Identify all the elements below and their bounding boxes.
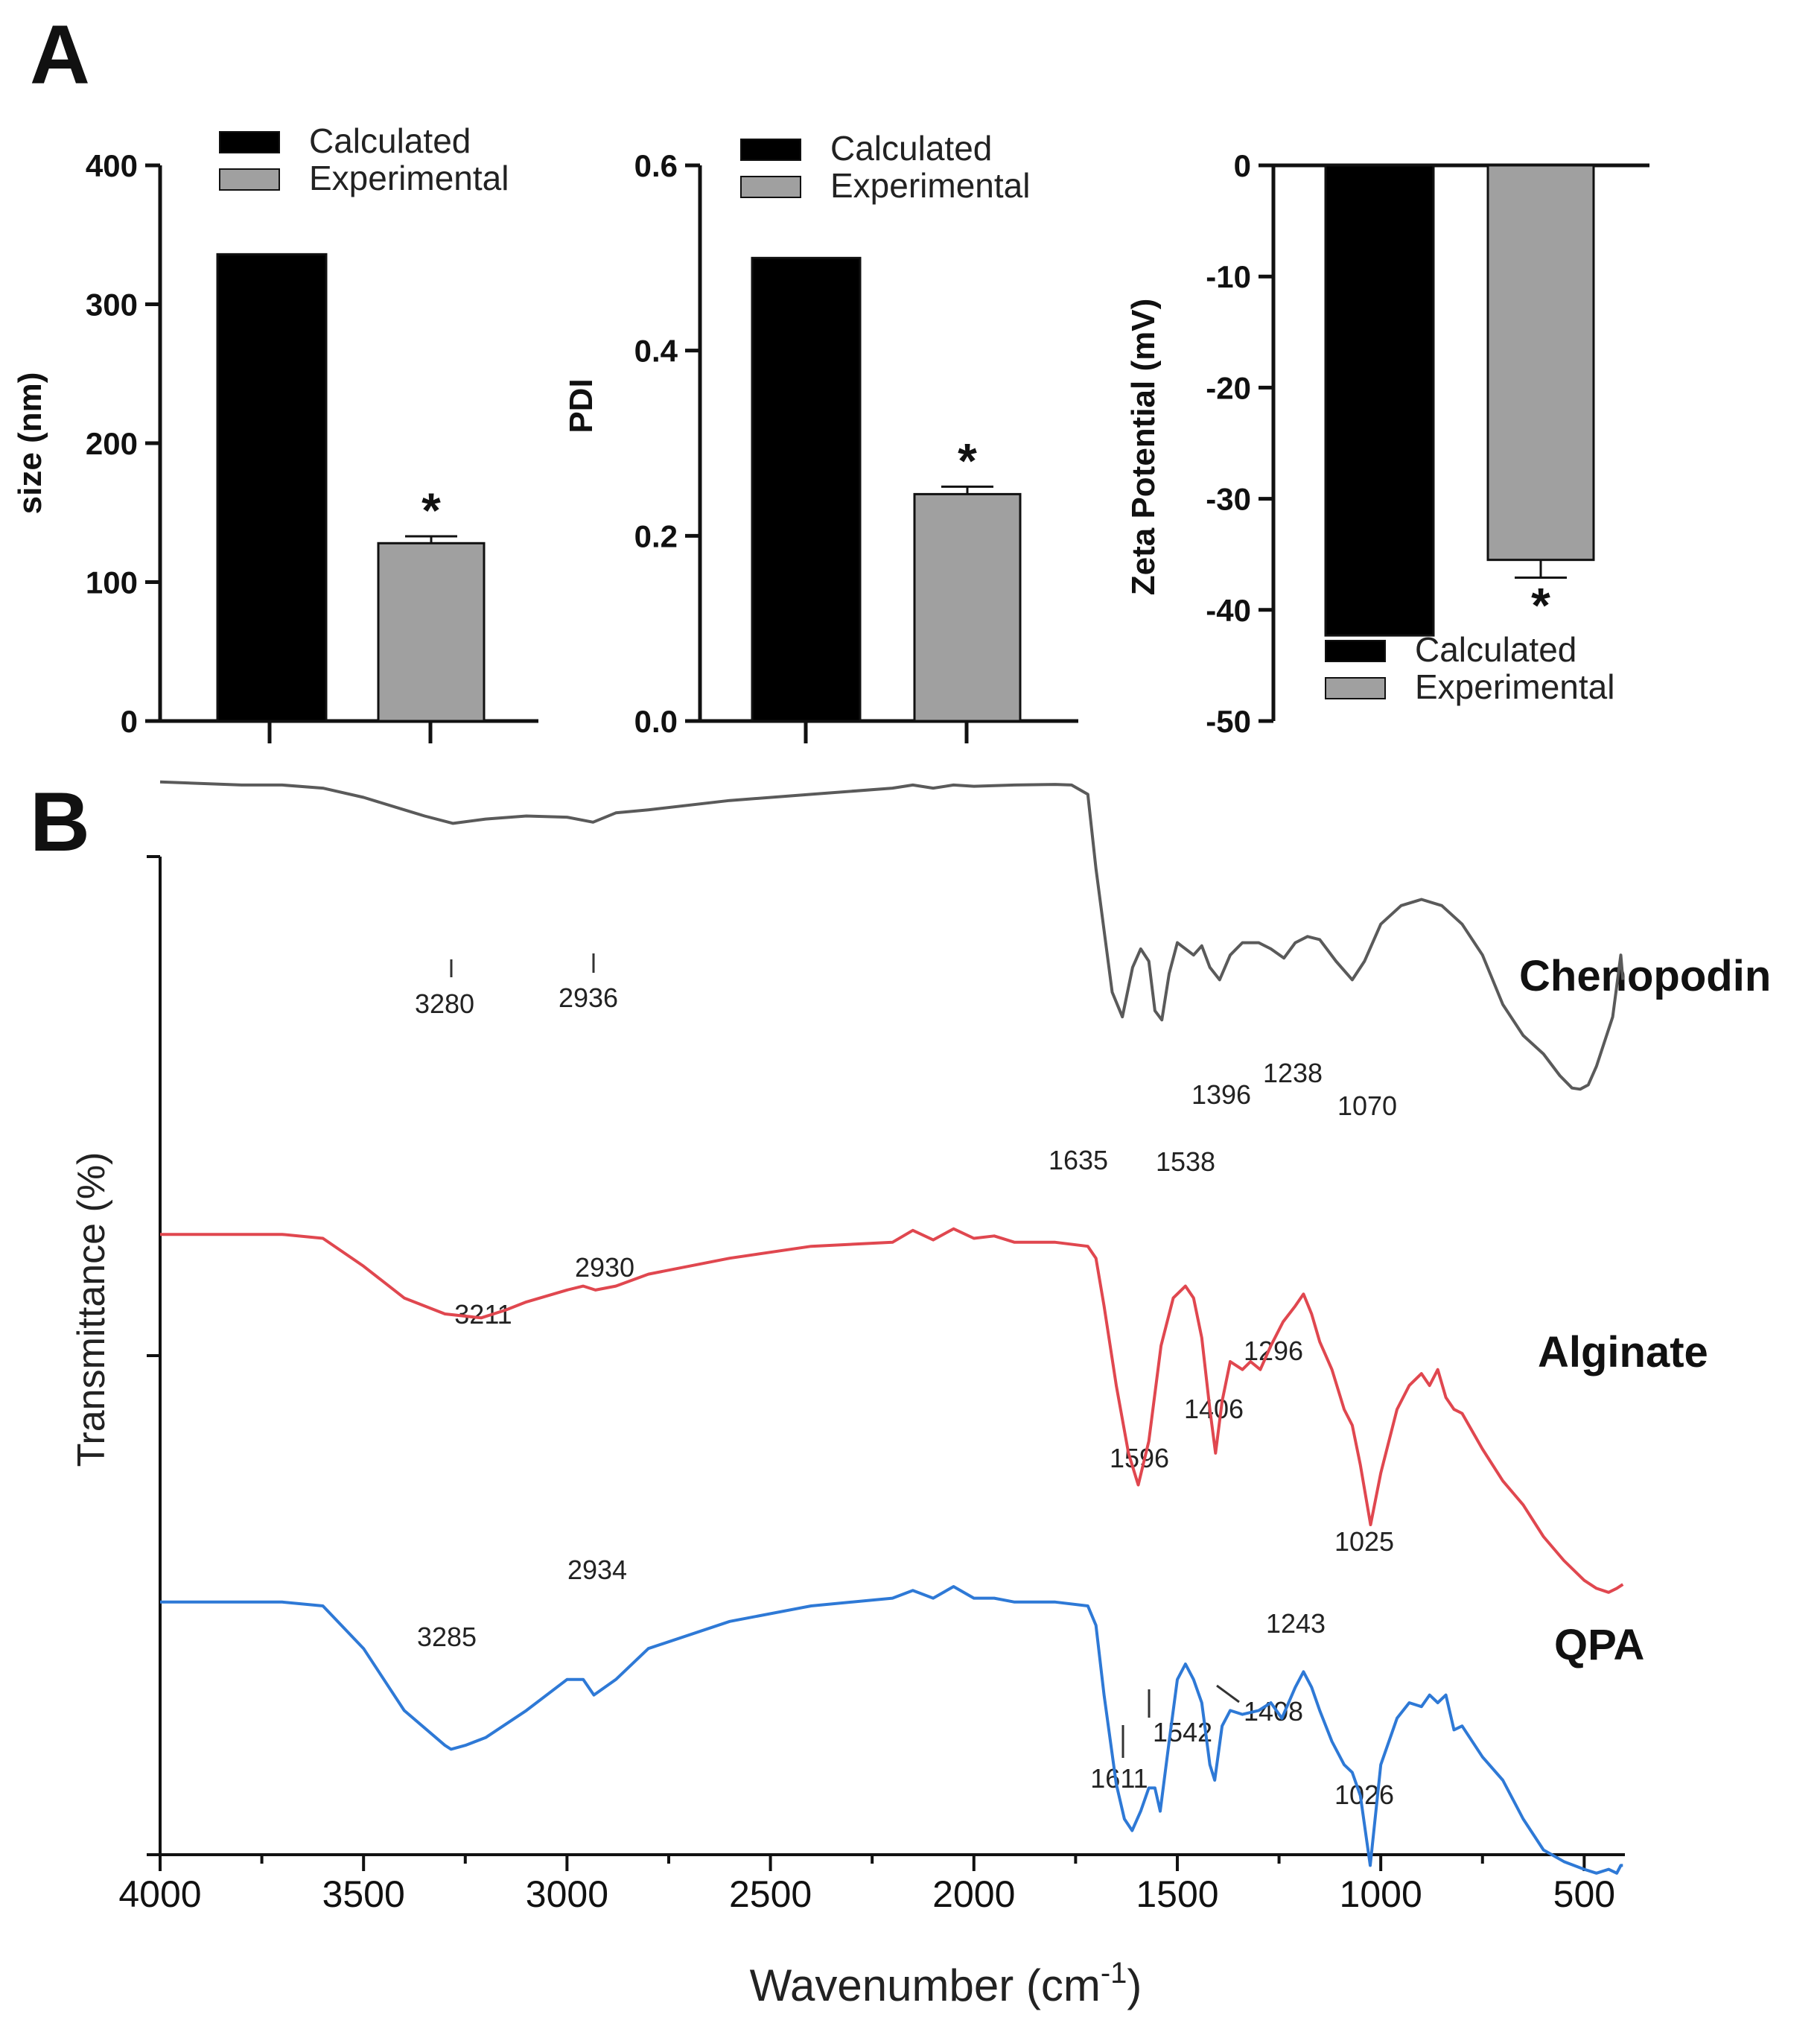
significance-marker: * [421,483,441,538]
y-tick-label: -30 [1206,482,1251,517]
panel-a-label: A [30,8,90,101]
ftir-x-tick-label: 3000 [526,1873,608,1915]
y-axis-label: Zeta Potential (mV) [1125,299,1162,596]
peak-label: 2934 [567,1555,627,1585]
ftir-x-axis-label: Wavenumber (cm-1) [750,1957,1142,2010]
y-tick-label: 400 [86,148,138,183]
series-label-alginate: Alginate [1538,1328,1708,1377]
ftir-x-axis-label-sup: -1 [1101,1957,1127,1990]
significance-marker: * [1531,578,1550,633]
legend-swatch-calculated [740,139,801,161]
ftir-x-tick-label: 1500 [1136,1873,1218,1915]
legend-swatch-calculated [219,131,280,153]
ftir-x-axis-label-main: Wavenumber (cm [750,1960,1101,2010]
y-axis-label: PDI [563,378,599,433]
y-tick-label: -10 [1206,259,1251,294]
y-tick-label: -20 [1206,370,1251,405]
peak-label: 2936 [559,982,618,1013]
panel-b-label: B [30,775,90,869]
peak-label: 1611 [1090,1763,1148,1794]
zeta-potential-bar-chart: 0 -10 -20 -30 -40 -50 Zeta Potential (mV) *Calc… [1125,148,1649,739]
y-tick-label: 100 [86,565,138,600]
legend-label-experimental: Experimental [309,159,509,197]
spectrum-line-qpa [160,1585,1623,1875]
spectrum-line-alginate [160,1227,1624,1594]
peak-label: 1396 [1191,1079,1251,1110]
peak-label: 1243 [1266,1608,1326,1639]
legend-label-experimental: Experimental [1415,667,1614,706]
legend-swatch-experimental [1325,677,1386,699]
y-tick-label: 0.6 [634,148,678,183]
bar-calculated [216,253,328,723]
legend-label-calculated: Calculated [830,129,992,168]
peak-label: 1025 [1334,1526,1394,1557]
ftir-x-tick-label: 2000 [932,1873,1015,1915]
y-tick-label: 0.2 [634,518,678,553]
ftir-x-tick-label: 3500 [322,1873,405,1915]
legend-swatch-experimental [740,176,801,198]
significance-marker: * [958,433,977,488]
peak-label: 3280 [415,988,474,1019]
series-label-chenopodin: Chenopodin [1519,952,1771,1000]
y-tick-label: 0 [1234,148,1251,183]
peak-label: 1026 [1334,1779,1394,1810]
size-bar-chart: 0 100 200 300 400 size (nm) * CalculatedExperim… [12,121,538,743]
peak-label: 1596 [1110,1443,1169,1473]
y-tick-label: 200 [86,426,138,461]
y-tick-label: 300 [86,288,138,323]
peak-label: 1635 [1049,1145,1108,1175]
legend-swatch-experimental [219,168,280,191]
peak-label: 1538 [1156,1146,1215,1177]
spectrum-line-chenopodin [159,780,1625,1091]
ftir-x-axis-label-close: ) [1127,1960,1142,2010]
peak-label: 1406 [1184,1394,1244,1424]
y-tick-label: -40 [1206,593,1251,628]
y-tick-label: 0 [121,704,138,739]
peak-label: 1070 [1337,1090,1397,1121]
y-tick-label: 0.4 [634,334,678,369]
bar-calculated [751,256,862,723]
peak-label: 3285 [417,1622,477,1652]
ftir-x-tick-label: 1000 [1340,1873,1422,1915]
bar-experimental [913,492,1022,723]
ftir-spectra-chart: Transmittance (%) Wavenumber (cm-1) Chen… [70,780,1771,2010]
y-tick-label: 0.0 [634,704,678,739]
ftir-x-tick-label: 2500 [729,1873,812,1915]
peak-label: 1238 [1263,1058,1323,1088]
legend-swatch-calculated [1325,640,1386,662]
y-axis-label: size (nm) [12,372,48,515]
ftir-y-axis-label: Transmittance (%) [70,1152,113,1467]
peak-label: 1542 [1153,1717,1212,1747]
peak-ticks [450,953,1240,1758]
y-tick-label: -50 [1206,704,1251,739]
peak-label: 3211 [454,1299,512,1330]
bar-experimental [1486,164,1595,562]
bar-experimental [377,542,486,723]
series-label-qpa: QPA [1554,1621,1644,1669]
peak-label: 2930 [575,1252,634,1283]
bar-calculated [1324,164,1435,637]
legend-label-calculated: Calculated [1415,630,1576,669]
ftir-x-tick-label: 4000 [118,1873,201,1915]
legend-label-calculated: Calculated [309,121,471,160]
ftir-x-tick-label: 500 [1553,1873,1615,1915]
legend-label-experimental: Experimental [830,166,1030,205]
